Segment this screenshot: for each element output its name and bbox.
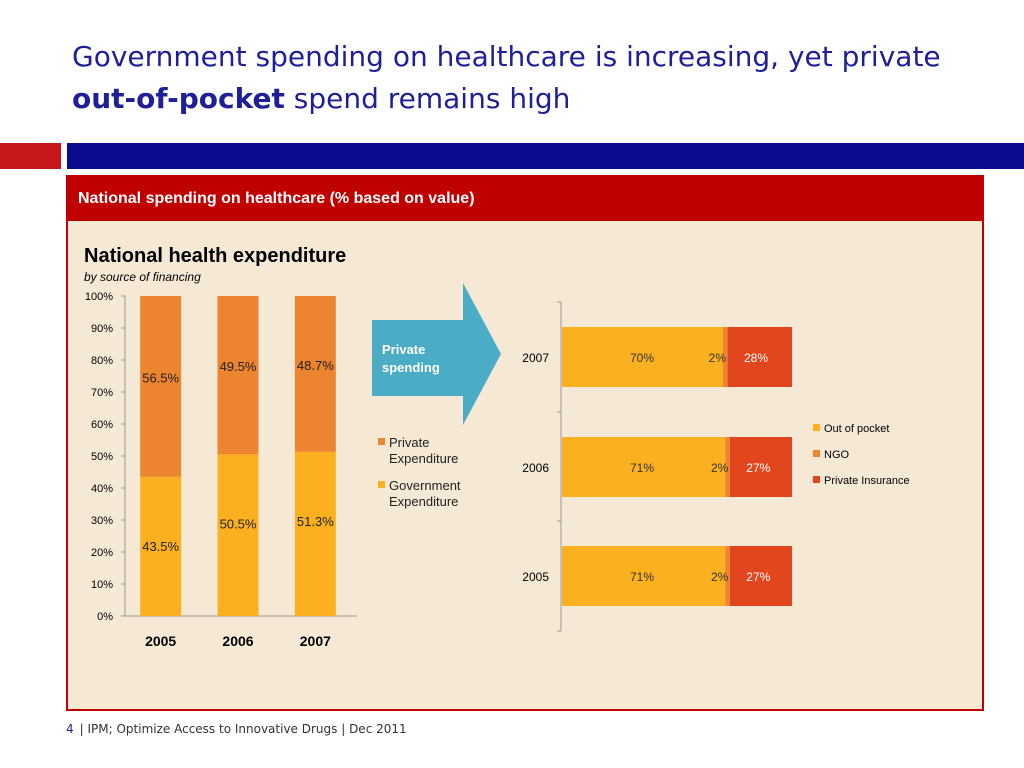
chart1-legend-label: Private <box>389 435 429 450</box>
chart1-ytick-label: 100% <box>85 291 113 303</box>
chart2-ytick-label: 2006 <box>522 461 549 475</box>
chart1-bar-private <box>140 296 182 477</box>
chart2-data-label: 27% <box>746 570 770 584</box>
chart2-bar-ngo <box>725 546 730 606</box>
chart1-xtick-label: 2006 <box>222 633 253 649</box>
chart1-subtitle: by source of financing <box>84 270 201 284</box>
chart2-ytick-label: 2005 <box>522 570 549 584</box>
chart1-bar-private <box>217 296 259 455</box>
chart2-bar-ngo <box>723 327 728 387</box>
chart1-legend-swatch <box>378 438 385 445</box>
title-part1: Government spending on healthcare is inc… <box>72 40 941 73</box>
chart2-legend-label: Private Insurance <box>824 475 910 487</box>
chart2-data-label: 70% <box>630 351 654 365</box>
chart2-bar-ngo <box>725 437 730 497</box>
chart1-xtick-label: 2007 <box>300 633 331 649</box>
chart1-ytick-label: 60% <box>91 419 113 431</box>
title-part2: spend remains high <box>284 82 571 115</box>
chart2-bar-private-insurance <box>729 437 792 497</box>
chart1-xtick-label: 2005 <box>145 633 176 649</box>
arrow-shape <box>372 283 501 425</box>
chart1-ytick-label: 0% <box>97 611 113 623</box>
chart1-ytick-label: 10% <box>91 579 113 591</box>
chart1-ytick-label: 80% <box>91 355 113 367</box>
chart1-ytick-label: 50% <box>91 451 113 463</box>
page-number: 4 <box>66 722 74 736</box>
arrow-label-line1: Private <box>382 342 425 357</box>
footer: 4 | IPM; Optimize Access to Innovative Dr… <box>66 722 407 736</box>
chart2-data-label: 71% <box>630 570 654 584</box>
chart2-data-label: 71% <box>630 461 654 475</box>
chart2-bar-out-of-pocket <box>562 327 723 387</box>
chart1-legend-label: Expenditure <box>389 451 458 466</box>
chart2-data-label: 28% <box>744 351 768 365</box>
chart1-data-label: 48.7% <box>297 358 334 373</box>
title-bold: out-of-pocket <box>72 82 285 115</box>
chart2-bar-private-insurance <box>727 327 792 387</box>
slide-title: Government spending on healthcare is inc… <box>72 36 972 120</box>
chart1-data-label: 50.5% <box>220 516 257 531</box>
chart1-legend-swatch <box>378 481 385 488</box>
chart2-data-label: 2% <box>711 570 729 584</box>
chart1-data-label: 51.3% <box>297 514 334 529</box>
chart1-data-label: 49.5% <box>220 359 257 374</box>
panel-header: National spending on healthcare (% based… <box>68 177 982 221</box>
chart1-bar-government <box>217 454 259 616</box>
chart1-title: National health expenditure <box>84 245 346 267</box>
chart1-ytick-label: 30% <box>91 515 113 527</box>
chart1-ytick-label: 20% <box>91 547 113 559</box>
accent-bar-red <box>0 143 61 169</box>
chart2-bar-private-insurance <box>729 546 792 606</box>
chart1-bar-government <box>294 451 336 616</box>
footer-text: | IPM; Optimize Access to Innovative Dru… <box>79 722 407 736</box>
chart1-bar-private <box>294 296 336 452</box>
chart1-ytick-label: 90% <box>91 323 113 335</box>
chart2-data-label: 27% <box>746 461 770 475</box>
chart1-ytick-label: 70% <box>91 387 113 399</box>
chart2-legend-label: Out of pocket <box>824 423 889 435</box>
chart2-data-label: 2% <box>709 351 727 365</box>
chart1-legend-label: Government <box>389 478 461 493</box>
arrow-label-line2: spending <box>382 360 440 375</box>
private-spending-arrow: Private spending <box>372 283 501 425</box>
chart1-bar-government <box>140 476 182 616</box>
chart2-legend-swatch <box>813 450 820 457</box>
chart2-legend-swatch <box>813 424 820 431</box>
chart2-legend-label: NGO <box>824 449 850 461</box>
accent-bar-navy <box>67 143 1024 169</box>
chart2-ytick-label: 2007 <box>522 351 549 365</box>
chart2-bar-out-of-pocket <box>562 437 726 497</box>
chart2-bar-out-of-pocket <box>562 546 726 606</box>
chart2-legend-swatch <box>813 476 820 483</box>
chart2-data-label: 2% <box>711 461 729 475</box>
chart1-legend-label: Expenditure <box>389 494 458 509</box>
chart1-data-label: 56.5% <box>142 370 179 385</box>
chart1-ytick-label: 40% <box>91 483 113 495</box>
chart1-data-label: 43.5% <box>142 539 179 554</box>
